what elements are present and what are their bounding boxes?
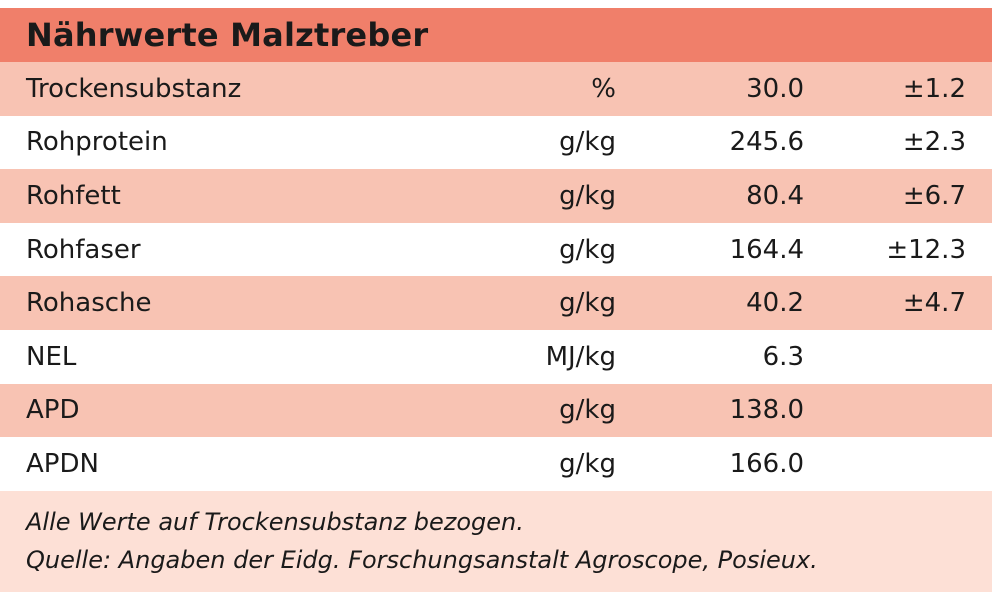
footnote-basis: Alle Werte auf Trockensubstanz bezogen. <box>26 507 524 536</box>
table-row: APD g/kg 138.0 <box>0 383 992 438</box>
row-deviation: ±2.3 <box>804 115 992 170</box>
table-title: Nährwerte Malztreber <box>26 16 429 54</box>
table-row: APDN g/kg 166.0 <box>0 437 992 491</box>
table-row: Rohasche g/kg 40.2 ±4.7 <box>0 276 992 330</box>
row-name: Rohfett <box>0 169 386 223</box>
row-value: 245.6 <box>616 115 804 170</box>
row-name: NEL <box>0 329 386 384</box>
row-value: 164.4 <box>616 222 804 277</box>
row-unit: % <box>386 62 616 116</box>
row-name: APDN <box>0 437 386 491</box>
table-footnotes: Alle Werte auf Trockensubstanz bezogen. … <box>0 490 992 592</box>
row-name: Trockensubstanz <box>0 62 386 116</box>
row-unit: g/kg <box>386 437 616 491</box>
row-name: Rohfaser <box>0 222 386 277</box>
nutrition-table: Trockensubstanz % 30.0 ±1.2 Rohprotein g… <box>0 62 992 491</box>
row-deviation <box>804 383 992 438</box>
table-row: Trockensubstanz % 30.0 ±1.2 <box>0 62 992 116</box>
row-unit: MJ/kg <box>386 329 616 384</box>
row-deviation <box>804 437 992 491</box>
row-unit: g/kg <box>386 222 616 277</box>
row-deviation: ±1.2 <box>804 62 992 116</box>
table-row: Rohprotein g/kg 245.6 ±2.3 <box>0 115 992 170</box>
row-value: 40.2 <box>616 276 804 330</box>
row-unit: g/kg <box>386 276 616 330</box>
row-value: 6.3 <box>616 329 804 384</box>
footnote-source: Quelle: Angaben der Eidg. Forschungsanst… <box>26 545 818 574</box>
nutrition-table-panel: Nährwerte Malztreber Trockensubstanz % 3… <box>0 8 992 592</box>
table-header: Nährwerte Malztreber <box>0 8 992 62</box>
row-deviation: ±6.7 <box>804 169 992 223</box>
row-deviation: ±12.3 <box>804 222 992 277</box>
row-value: 166.0 <box>616 437 804 491</box>
row-value: 30.0 <box>616 62 804 116</box>
row-value: 138.0 <box>616 383 804 438</box>
table-row: NEL MJ/kg 6.3 <box>0 329 992 384</box>
row-deviation: ±4.7 <box>804 276 992 330</box>
row-unit: g/kg <box>386 115 616 170</box>
row-deviation <box>804 329 992 384</box>
row-value: 80.4 <box>616 169 804 223</box>
table-row: Rohfaser g/kg 164.4 ±12.3 <box>0 222 992 277</box>
row-unit: g/kg <box>386 169 616 223</box>
row-name: Rohprotein <box>0 115 386 170</box>
row-name: APD <box>0 383 386 438</box>
table-row: Rohfett g/kg 80.4 ±6.7 <box>0 169 992 223</box>
row-unit: g/kg <box>386 383 616 438</box>
row-name: Rohasche <box>0 276 386 330</box>
